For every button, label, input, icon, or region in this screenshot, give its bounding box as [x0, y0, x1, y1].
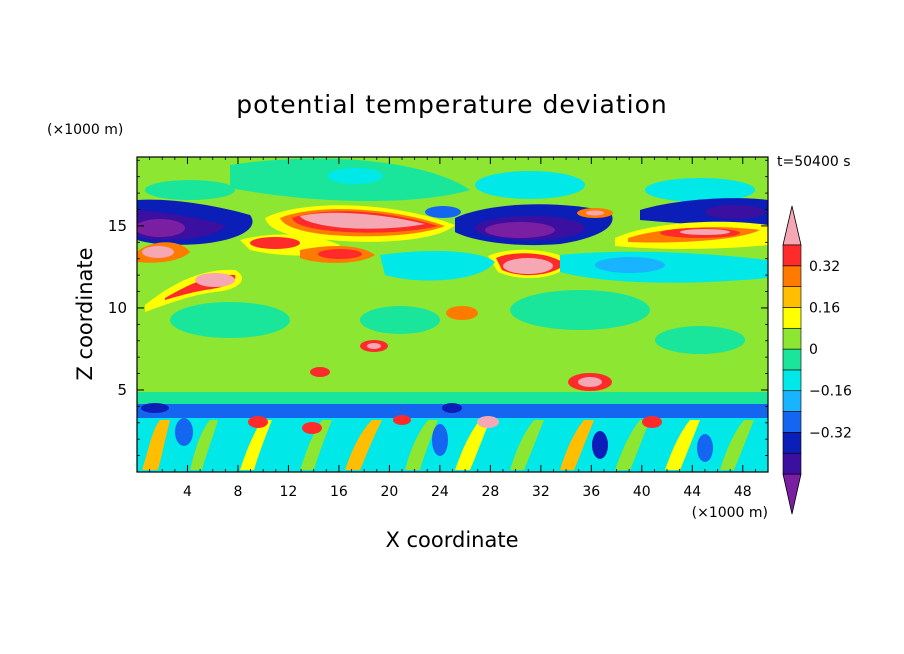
center-low-positive-peak: [503, 258, 553, 274]
bl-negative-spot: [175, 418, 193, 446]
colorbar-swatch: [782, 244, 802, 267]
y-tick-label: 10: [108, 299, 127, 317]
bl-cell: [345, 420, 382, 470]
bl-positive-spot: [393, 415, 411, 425]
y-tick-label: 15: [108, 217, 127, 235]
x-axis-ticks: 4 8 12 16 20 24 28 32 36 40 44 48: [149, 157, 756, 500]
upper-center-cyan: [475, 171, 585, 199]
x-tick-label: 16: [330, 484, 348, 500]
colorbar-label: −0.32: [809, 425, 852, 441]
left-upper-positive-peak: [142, 246, 174, 258]
bl-cell: [720, 420, 754, 470]
colorbar-swatch: [782, 286, 802, 308]
colorbar-swatch: [782, 369, 802, 392]
colorbar-label: 0.32: [809, 259, 840, 275]
mid-positive-inner: [250, 237, 300, 249]
bl-negative-spot: [697, 434, 713, 462]
bl-positive-spot: [642, 416, 662, 428]
bl-cell: [455, 420, 490, 470]
x-tick-label: 4: [183, 484, 192, 500]
mid-cyan-region: [380, 250, 495, 281]
x-tick-label: 24: [431, 484, 449, 500]
left-negative-peak: [137, 219, 185, 237]
x-tick-label: 44: [683, 484, 701, 500]
colorbar: 0.32 0.16 0 −0.16 −0.32: [782, 205, 852, 515]
colorbar-top-arrow: [782, 205, 802, 246]
colorbar-swatch: [782, 452, 802, 475]
bl-negative-spot: [442, 403, 462, 413]
contour-field: [137, 157, 768, 472]
center-negative-peak: [485, 222, 555, 238]
bl-cell: [190, 420, 218, 470]
bl-cell: [560, 420, 594, 470]
mid-positive-spot: [446, 306, 478, 320]
bl-cell: [405, 420, 438, 470]
colorbar-swatch: [782, 265, 802, 287]
colorbar-swatch: [782, 348, 802, 371]
y-axis-unit: (×1000 m): [47, 122, 123, 138]
boundary-layer-cyan: [137, 418, 768, 472]
colorbar-label: −0.16: [809, 384, 852, 400]
bl-positive-spot: [248, 416, 268, 428]
left-diagonal-peak: [195, 273, 235, 287]
low-positive-spot: [310, 367, 330, 377]
time-label: t=50400 s: [777, 154, 851, 170]
x-axis-label: X coordinate: [385, 528, 518, 552]
mid-positive-spot-2-peak: [367, 343, 381, 349]
upper-left-neutral: [145, 180, 235, 200]
bl-negative-spot: [592, 431, 608, 459]
bl-cell: [240, 420, 272, 470]
x-tick-label: 36: [582, 484, 600, 500]
bl-cell: [300, 420, 332, 470]
right-cyan-core: [595, 257, 665, 273]
right-positive-peak: [680, 229, 730, 235]
x-tick-label: 48: [734, 484, 752, 500]
mid-neutral-left: [170, 302, 290, 338]
y-axis-label: Z coordinate: [73, 247, 97, 380]
mid-neutral-center: [360, 306, 440, 334]
colorbar-swatch: [782, 390, 802, 412]
low-right-positive-peak: [578, 377, 602, 387]
chart-title: potential temperature deviation: [236, 90, 667, 119]
bl-cell: [665, 420, 700, 470]
small-negative-spot: [425, 206, 461, 218]
x-tick-label: 32: [532, 484, 550, 500]
boundary-layer-top: [137, 392, 768, 404]
x-tick-label: 28: [481, 484, 499, 500]
x-tick-label: 12: [280, 484, 298, 500]
colorbar-label: 0: [809, 342, 818, 358]
bl-negative-spot: [141, 403, 169, 413]
colorbar-swatch: [782, 307, 802, 329]
upper-cyan-spot: [327, 168, 383, 184]
bl-cell: [142, 420, 170, 470]
bl-positive-spot: [477, 416, 499, 428]
colorbar-label: 0.16: [809, 300, 840, 316]
bl-cell: [615, 420, 650, 470]
mid-neutral-right: [510, 290, 650, 330]
bl-negative-spot: [432, 424, 448, 456]
mid-neutral-far-right: [655, 326, 745, 354]
y-tick-label: 5: [117, 381, 127, 399]
x-tick-label: 8: [233, 484, 242, 500]
x-tick-label: 20: [380, 484, 398, 500]
boundary-layer-cells: [141, 403, 754, 470]
upper-right-cyan: [645, 178, 755, 202]
right-negative-core: [705, 205, 765, 219]
colorbar-bottom-arrow: [782, 473, 802, 515]
colorbar-swatch: [782, 327, 802, 350]
center-positive-peak: [300, 212, 425, 229]
colorbar-swatch: [782, 411, 802, 433]
y-axis-ticks: 5 10 15: [108, 159, 768, 456]
bl-positive-spot: [302, 422, 322, 434]
x-tick-label: 40: [633, 484, 651, 500]
x-axis-unit: (×1000 m): [692, 505, 768, 521]
small-positive-peak: [586, 210, 604, 216]
bl-cell: [510, 420, 544, 470]
colorbar-swatch: [782, 432, 802, 454]
mid-positive-lobe-inner: [318, 249, 362, 259]
